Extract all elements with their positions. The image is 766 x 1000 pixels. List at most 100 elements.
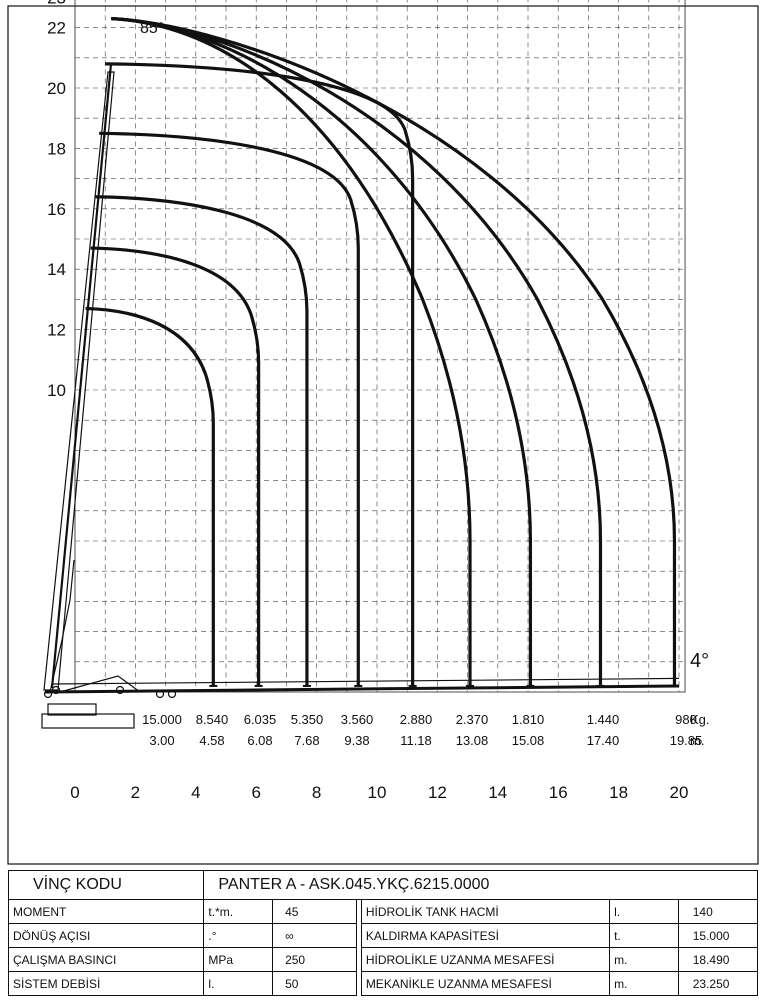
y-tick-label: 23	[47, 0, 66, 7]
crane-code-value: PANTER A - ASK.045.YKÇ.6215.0000	[203, 870, 758, 900]
chart-grid	[74, 0, 686, 693]
x-tick-label: 0	[70, 783, 79, 802]
x-tick-label: 18	[609, 783, 628, 802]
load-curve-series	[94, 195, 309, 686]
load-curve-series	[90, 246, 261, 686]
angle-bottom-label: 4°	[690, 650, 709, 672]
crane-column-base	[47, 703, 97, 716]
y-tick-label: 18	[47, 139, 66, 158]
y-tick-label: 12	[47, 321, 66, 340]
reach-label: 13.08	[456, 733, 489, 748]
capacity-label: 6.035	[244, 712, 277, 727]
spec-value: 15.000	[677, 923, 759, 948]
y-tick-label: 14	[47, 260, 66, 279]
boom-vertical	[43, 71, 115, 691]
pivot-point	[155, 689, 165, 699]
spec-label: KALDIRMA KAPASİTESİ	[360, 923, 611, 948]
pivot-point	[43, 689, 53, 699]
reach-label: 6.08	[247, 733, 272, 748]
x-tick-label: 12	[428, 783, 447, 802]
capacity-label: 1.810	[512, 712, 545, 727]
x-tick-label: 16	[549, 783, 568, 802]
spec-unit: .°	[203, 923, 274, 948]
x-tick-label: 20	[670, 783, 689, 802]
axis-ticks: 0 2 4 6 8 10 12 14 16 18 20 10 12 14 16 18 20 22 23	[47, 0, 688, 802]
spec-label: DÖNÜŞ AÇISI	[7, 923, 205, 948]
crane-base	[41, 713, 135, 729]
boom-horizontal-inner	[51, 677, 680, 685]
spec-label: MEKANİKLE UZANMA MESAFESİ	[360, 971, 611, 996]
spec-label: HİDROLİK TANK HACMİ	[360, 899, 611, 924]
spec-label: SİSTEM DEBİSİ	[7, 971, 205, 996]
capacity-labels: 15.000 8.540 6.035 5.350 3.560 2.880 2.370 1.81…	[142, 712, 702, 748]
load-curves	[85, 16, 679, 687]
reach-label: 7.68	[294, 733, 319, 748]
spec-label: HİDROLİKLE UZANMA MESAFESİ	[360, 947, 611, 972]
pivot-point	[51, 685, 61, 695]
spec-value: 18.490	[677, 947, 759, 972]
reach-label: 19.85	[670, 733, 703, 748]
crane-drawing	[41, 63, 680, 729]
x-tick-label: 10	[368, 783, 387, 802]
spec-row: DÖNÜŞ AÇISI .° ∞ KALDIRMA KAPASİTESİ t. …	[7, 923, 759, 948]
capacity-label: 980	[675, 712, 697, 727]
reach-label: 4.58	[199, 733, 224, 748]
spec-unit: t.	[609, 923, 679, 948]
capacity-label: 8.540	[196, 712, 229, 727]
load-curve-series	[99, 131, 360, 686]
spec-value: 140	[677, 899, 759, 924]
load-curve-series	[111, 16, 677, 686]
x-tick-label: 8	[312, 783, 321, 802]
x-tick-label: 14	[488, 783, 507, 802]
capacity-label: 2.880	[400, 712, 433, 727]
spec-unit: t.*m.	[203, 899, 274, 924]
load-curve-series	[111, 16, 472, 686]
capacity-label: 1.440	[587, 712, 620, 727]
plot-frame	[74, 0, 686, 693]
x-tick-label: 2	[131, 783, 140, 802]
crane-code-label: VİNÇ KODU	[7, 870, 205, 900]
capacity-label: 5.350	[291, 712, 324, 727]
reach-label: 17.40	[587, 733, 620, 748]
reach-label: 3.00	[149, 733, 174, 748]
spec-value: ∞	[272, 923, 357, 948]
reach-label: 11.18	[400, 733, 432, 748]
capacity-label: 3.560	[341, 712, 374, 727]
reach-label: 9.38	[344, 733, 369, 748]
load-curve-series	[85, 306, 215, 686]
load-curve-series	[111, 16, 603, 686]
spec-value: 23.250	[677, 971, 759, 996]
capacity-label: 15.000	[142, 712, 182, 727]
spec-value: 45	[272, 899, 357, 924]
y-tick-label: 22	[47, 19, 66, 38]
boom-vertical-line	[50, 63, 113, 689]
spec-value: 250	[272, 947, 357, 972]
y-tick-label: 10	[47, 381, 66, 400]
capacity-unit-label: Kg.	[690, 712, 710, 727]
spec-table: VİNÇ KODU PANTER A - ASK.045.YKÇ.6215.00…	[7, 870, 759, 996]
y-tick-label: 20	[47, 79, 66, 98]
spec-label: MOMENT	[7, 899, 205, 924]
load-chart: 0 2 4 6 8 10 12 14 16 18 20 10 12 14 16 18 20 22 23 15.000…	[7, 0, 759, 865]
spec-unit: MPa	[203, 947, 274, 972]
spec-unit: m.	[609, 947, 679, 972]
pivot-point	[167, 689, 177, 699]
pivot-point	[115, 685, 125, 695]
reach-label: 15.08	[512, 733, 545, 748]
spec-label: ÇALIŞMA BASINCI	[7, 947, 205, 972]
spec-unit: m.	[609, 971, 679, 996]
capacity-label: 2.370	[456, 712, 489, 727]
angle-top-label: 85°	[140, 20, 164, 37]
spec-unit: l.	[609, 899, 679, 924]
spec-row: ÇALIŞMA BASINCI MPa 250 HİDROLİKLE UZANM…	[7, 947, 759, 972]
spec-unit: l.	[203, 971, 274, 996]
spec-row: SİSTEM DEBİSİ l. 50 MEKANİKLE UZANMA MES…	[7, 971, 759, 996]
y-tick-label: 16	[47, 200, 66, 219]
x-tick-label: 6	[251, 783, 260, 802]
reach-unit-label: m.	[690, 733, 704, 748]
spec-row: MOMENT t.*m. 45 HİDROLİK TANK HACMİ l. 1…	[7, 899, 759, 924]
sheet-border	[7, 5, 759, 865]
boom-horizontal	[44, 684, 680, 694]
load-curve-series	[111, 16, 533, 686]
